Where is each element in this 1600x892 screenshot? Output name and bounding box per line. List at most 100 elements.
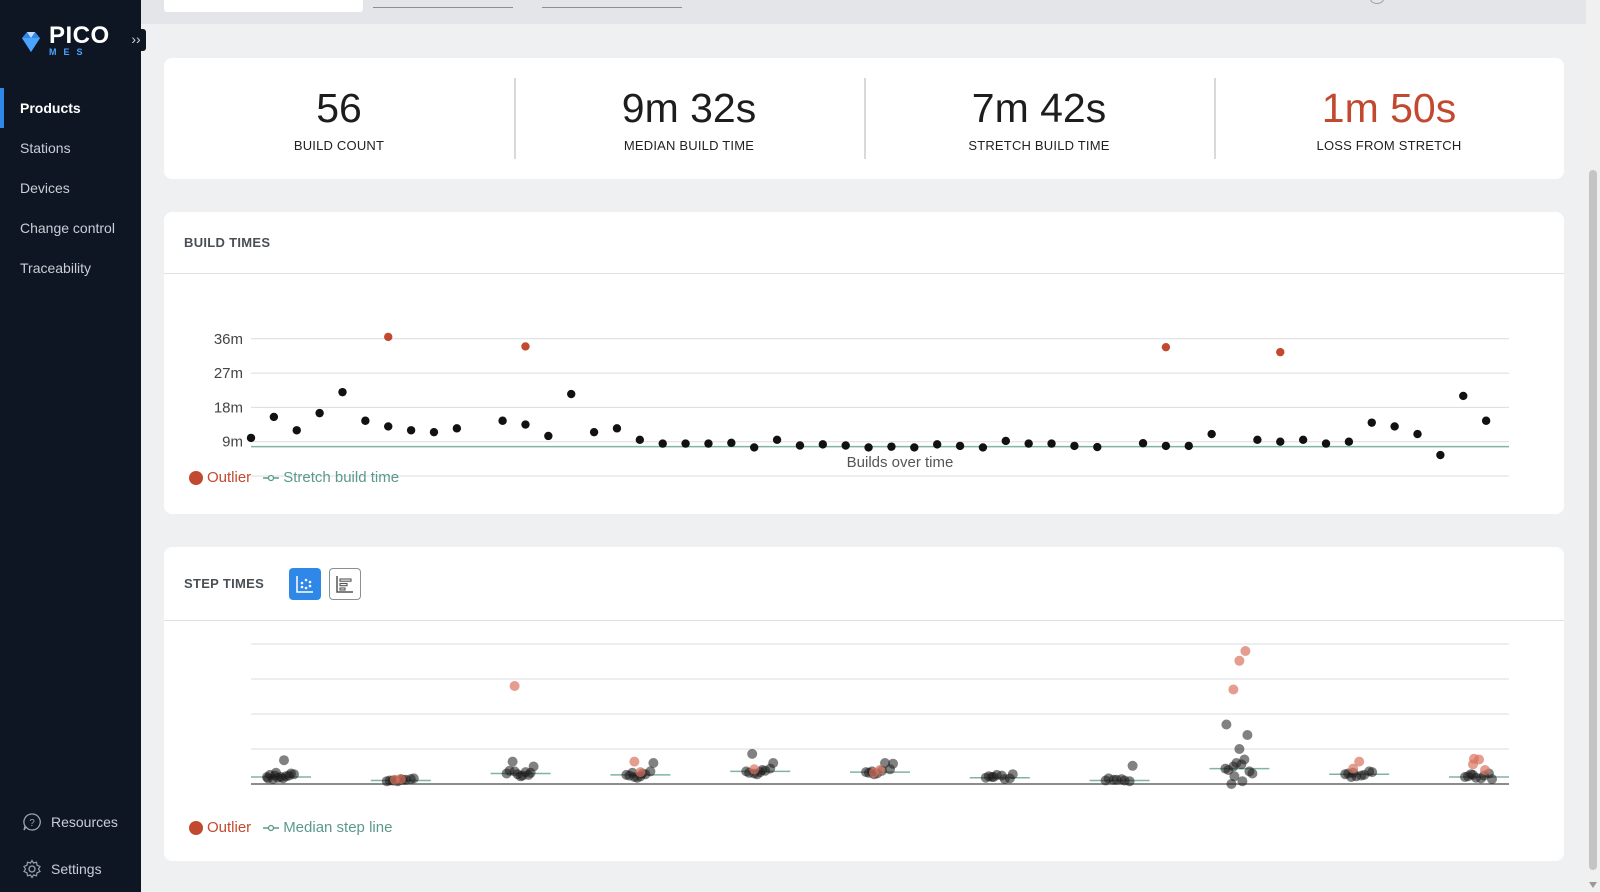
build-point (1001, 436, 1010, 446)
build-point (955, 441, 965, 451)
stat-label: BUILD COUNT (293, 138, 385, 153)
step-point (1127, 760, 1138, 771)
page-scrollbar[interactable] (1586, 0, 1600, 892)
outlier-point (509, 681, 520, 691)
build-times-chart: 9m 18m 27m 36m Builds over time (214, 331, 1509, 477)
legend-stretch-line[interactable]: Stretch build time (283, 469, 400, 486)
step-point (1346, 772, 1357, 782)
sidebar-item-products[interactable]: Products (0, 88, 141, 128)
sidebar-item-resources[interactable]: ? Resources (0, 798, 141, 845)
step-point (627, 767, 638, 778)
build-point (1481, 416, 1491, 425)
build-point (932, 440, 942, 449)
build-point (887, 442, 896, 451)
filter-select[interactable] (164, 0, 363, 12)
build-point (772, 435, 782, 444)
outlier-point (1469, 753, 1479, 764)
card-title: STEP TIMES (184, 576, 265, 591)
scrollbar-thumb[interactable] (1589, 170, 1597, 870)
step-times-chart (251, 643, 1509, 789)
step-point (279, 755, 289, 766)
build-times-card: BUILD TIMES 9m 18m 27m 36m Builds over time … (164, 212, 1564, 514)
step-point (1234, 744, 1245, 754)
build-point (1207, 429, 1216, 439)
legend-median-line[interactable]: Median step line (283, 819, 393, 836)
info-icon[interactable] (1370, 0, 1384, 4)
step-point (999, 774, 1010, 785)
build-point (498, 416, 507, 425)
build-point (910, 443, 919, 452)
x-axis-label: Builds over time (847, 454, 954, 471)
y-tick-label: 9m (222, 434, 243, 451)
build-point (1413, 429, 1422, 439)
outlier-point (1354, 756, 1365, 767)
step-point (1229, 771, 1240, 782)
logo-subtext: MES (49, 47, 90, 57)
build-point (795, 441, 805, 450)
build-point (292, 426, 301, 435)
logo-text: PICO (49, 22, 110, 49)
build-point (452, 424, 462, 433)
step-point (504, 765, 515, 776)
stat-loss-from-stretch: 1m 50s LOSS FROM STRETCH (1214, 58, 1564, 179)
step-point (408, 773, 419, 784)
sidebar-item-label: Resources (51, 813, 118, 830)
sidebar-item-stations[interactable]: Stations (20, 140, 71, 156)
build-point (269, 412, 279, 422)
expand-sidebar-button[interactable]: ›› (126, 29, 146, 51)
bar-view-button[interactable] (329, 567, 362, 600)
step-point (523, 769, 534, 780)
scatter-chart-icon (296, 575, 314, 593)
step-point (888, 758, 898, 769)
build-point (1276, 437, 1285, 446)
legend-outlier[interactable]: Outlier (207, 819, 252, 836)
build-point (1390, 422, 1399, 431)
build-point (1047, 439, 1056, 448)
scroll-down-arrow-icon[interactable] (1589, 882, 1597, 888)
outlier-point (384, 332, 393, 342)
step-point (986, 772, 997, 782)
filter-bar (141, 0, 1586, 24)
build-point (589, 427, 599, 437)
step-point (507, 756, 518, 767)
filter-input[interactable] (542, 7, 682, 8)
outlier-point (395, 774, 406, 785)
filter-input[interactable] (373, 7, 513, 8)
card-header: STEP TIMES (164, 547, 1564, 621)
build-point (1253, 435, 1262, 444)
outlier-dot-icon (189, 470, 203, 485)
build-point (1184, 441, 1193, 451)
build-point (521, 420, 530, 429)
legend-outlier[interactable]: Outlier (207, 469, 252, 486)
stat-build-count: 56 BUILD COUNT (164, 58, 514, 179)
sidebar-item-settings[interactable]: Settings (0, 845, 141, 892)
y-tick-label: 18m (214, 399, 243, 416)
build-point (1459, 391, 1468, 401)
outlier-dot-icon (189, 820, 203, 835)
build-point (544, 431, 553, 441)
build-point (1161, 441, 1171, 451)
stat-value: 1m 50s (1321, 85, 1457, 131)
build-point (384, 422, 393, 431)
build-point (406, 426, 416, 435)
sidebar-item-devices[interactable]: Devices (20, 180, 70, 196)
y-tick-label: 36m (214, 331, 243, 348)
outlier-point (1240, 646, 1251, 656)
build-point (704, 439, 713, 448)
step-point (880, 758, 890, 768)
build-point (841, 441, 850, 450)
double-chevron-right-icon: ›› (131, 31, 141, 47)
stat-median-build-time: 9m 32s MEDIAN BUILD TIME (514, 58, 864, 179)
step-point (1237, 776, 1248, 787)
step-point (1007, 769, 1018, 780)
logo[interactable]: PICO MES (19, 22, 110, 57)
bar-chart-icon (336, 575, 354, 593)
sidebar-item-traceability[interactable]: Traceability (20, 260, 92, 276)
sidebar-item-change-control[interactable]: Change control (20, 220, 115, 236)
build-point (1436, 450, 1445, 460)
line-marker-icon (263, 824, 280, 831)
outlier-point (749, 764, 760, 775)
outlier-point (1228, 684, 1239, 695)
scatter-view-button[interactable] (289, 567, 322, 600)
step-point (1367, 767, 1378, 778)
